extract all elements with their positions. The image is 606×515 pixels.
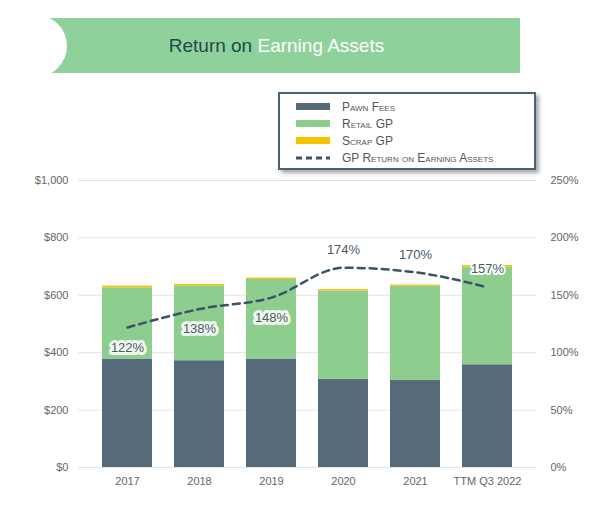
svg-text:$400: $400 bbox=[44, 346, 68, 358]
svg-text:250%: 250% bbox=[551, 174, 579, 186]
svg-text:$800: $800 bbox=[44, 231, 68, 243]
svg-text:100%: 100% bbox=[551, 346, 579, 358]
svg-text:138%: 138% bbox=[183, 321, 217, 336]
svg-text:2020: 2020 bbox=[331, 475, 355, 487]
svg-text:2021: 2021 bbox=[403, 475, 427, 487]
svg-text:TTM Q3 2022: TTM Q3 2022 bbox=[454, 475, 522, 487]
svg-text:$0: $0 bbox=[56, 461, 68, 473]
svg-text:200%: 200% bbox=[551, 231, 579, 243]
svg-text:$200: $200 bbox=[44, 404, 68, 416]
html-text:Pawn Fees: Pawn Fees bbox=[342, 99, 395, 114]
svg-text:170%: 170% bbox=[399, 247, 433, 262]
svg-text:$600: $600 bbox=[44, 289, 68, 301]
html-text:Return on Earning Assets: Return on Earning Assets bbox=[168, 35, 385, 56]
html-text:Scrap GP: Scrap GP bbox=[342, 133, 393, 148]
html-text:Retail GP: Retail GP bbox=[342, 116, 393, 131]
svg-text:2019: 2019 bbox=[259, 475, 283, 487]
svg-text:50%: 50% bbox=[551, 404, 573, 416]
svg-text:174%: 174% bbox=[327, 242, 361, 257]
svg-text:157%: 157% bbox=[471, 261, 505, 276]
svg-text:2018: 2018 bbox=[187, 475, 211, 487]
svg-text:2017: 2017 bbox=[115, 475, 139, 487]
html-text:GP Return on Earning Assets: GP Return on Earning Assets bbox=[342, 150, 494, 165]
svg-text:148%: 148% bbox=[255, 310, 289, 325]
svg-text:$1,000: $1,000 bbox=[35, 174, 69, 186]
svg-text:150%: 150% bbox=[551, 289, 579, 301]
svg-text:122%: 122% bbox=[111, 340, 145, 355]
svg-text:0%: 0% bbox=[551, 461, 567, 473]
